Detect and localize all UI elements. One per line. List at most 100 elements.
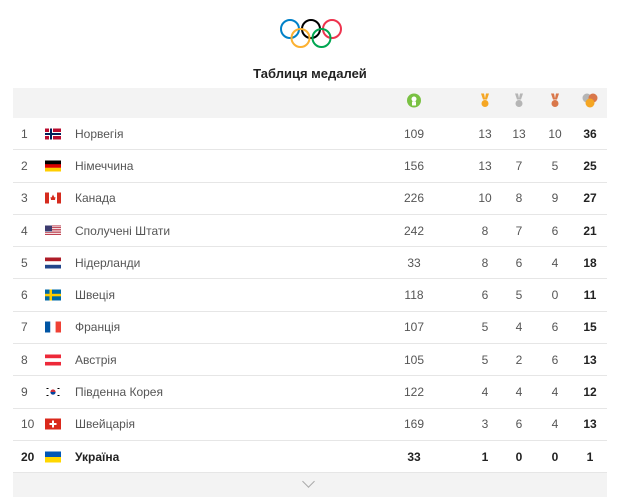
silver-count: 13 [512,126,526,141]
bronze-medal-icon [540,93,570,113]
gold-count: 3 [481,417,489,432]
athletes-count: 169 [403,417,425,432]
page-title: Таблиця медалей [253,66,367,81]
athletes-count: 242 [403,223,425,238]
rank: 5 [21,255,28,270]
gold-count: 8 [481,223,489,238]
total-count: 11 [583,288,597,303]
flag-austria-icon [45,354,61,366]
bronze-count: 6 [551,320,559,335]
total-medals-icon [575,93,605,113]
flag-south-korea-icon [45,386,61,398]
olympic-rings-logo [280,19,342,48]
country-name: Швейцарія [75,417,135,432]
rank: 4 [21,223,28,238]
bronze-count: 4 [551,255,559,270]
table-row[interactable]: 10 Швейцарія 169 3 6 4 13 [13,408,607,441]
athletes-count: 33 [407,255,421,270]
total-count: 1 [586,449,594,464]
flag-ukraine-icon [45,451,61,463]
gold-count: 10 [478,191,492,206]
gold-count: 5 [481,320,489,335]
gold-count: 4 [481,385,489,400]
bronze-count: 4 [551,385,559,400]
table-row[interactable]: 6 Швеція 118 6 5 0 11 [13,279,607,312]
flag-netherlands-icon [45,257,61,269]
rank: 7 [21,320,28,335]
total-count: 15 [583,320,597,335]
athletes-count: 33 [407,449,421,464]
table-row[interactable]: 9 Південна Корея 122 4 4 4 12 [13,376,607,409]
total-count: 13 [583,417,597,432]
silver-count: 5 [515,288,523,303]
gold-count: 13 [478,126,492,141]
athlete-icon [399,93,429,113]
bronze-count: 10 [548,126,562,141]
country-name: Південна Корея [75,385,163,400]
country-name: Швеція [75,288,115,303]
country-name: Сполучені Штати [75,223,171,238]
athletes-count: 118 [404,288,424,303]
total-count: 21 [583,223,597,238]
total-count: 12 [583,385,597,400]
bronze-count: 0 [551,449,559,464]
chevron-down-icon [302,475,315,489]
country-name: Франція [75,320,121,335]
table-header [13,88,607,118]
total-count: 13 [583,352,597,367]
total-count: 36 [583,126,597,141]
country-name: Німеччина [75,158,134,173]
silver-count: 4 [515,385,523,400]
total-count: 18 [583,255,597,270]
athletes-count: 107 [403,320,425,335]
table-row[interactable]: 1 Норвегія 109 13 13 10 36 [13,118,607,151]
table-row[interactable]: 2 Німеччина 156 13 7 5 25 [13,150,607,183]
gold-count: 8 [481,255,489,270]
gold-count: 5 [481,352,489,367]
bronze-count: 0 [551,288,559,303]
silver-count: 6 [515,417,523,432]
flag-canada-icon [45,192,61,204]
athletes-count: 122 [403,385,425,400]
table-row[interactable]: 3 Канада 226 10 8 9 27 [13,182,607,215]
flag-usa-icon [45,225,61,237]
bronze-count: 4 [551,417,559,432]
country-name: Нідерланди [75,255,141,270]
silver-count: 7 [515,158,523,173]
rank: 10 [21,417,35,432]
bronze-count: 9 [551,191,559,206]
silver-count: 7 [515,223,523,238]
bronze-count: 6 [551,352,559,367]
flag-sweden-icon [45,289,61,301]
silver-count: 8 [515,191,523,206]
medal-table: 1 Норвегія 109 13 13 10 36 2 Німеччина 15… [13,88,607,497]
expand-table-button[interactable] [13,473,607,497]
flag-france-icon [45,321,61,333]
silver-count: 0 [515,449,523,464]
table-row[interactable]: 7 Франція 107 5 4 6 15 [13,311,607,345]
table-row[interactable]: 8 Австрія 105 5 2 6 13 [13,344,607,377]
silver-count: 2 [515,352,523,367]
total-count: 25 [583,158,597,173]
flag-switzerland-icon [45,418,61,430]
flag-germany-icon [45,160,61,172]
country-name: Канада [75,191,116,206]
gold-count: 13 [478,158,492,173]
country-name: Норвегія [75,126,124,141]
gold-count: 1 [481,449,489,464]
athletes-count: 105 [403,352,425,367]
table-row[interactable]: 20 Україна 33 1 0 0 1 [13,440,607,474]
silver-count: 6 [515,255,523,270]
bronze-count: 6 [551,223,559,238]
rank: 6 [21,288,28,303]
table-row[interactable]: 5 Нідерланди 33 8 6 4 18 [13,247,607,280]
athletes-count: 109 [403,126,425,141]
flag-norway-icon [45,128,61,140]
total-count: 27 [583,191,597,206]
table-row[interactable]: 4 Сполучені Штати 242 8 7 6 21 [13,214,607,248]
bronze-count: 5 [551,158,559,173]
rank: 3 [21,191,28,206]
rank: 2 [21,158,28,173]
rank: 9 [21,385,28,400]
rank: 20 [21,449,35,464]
